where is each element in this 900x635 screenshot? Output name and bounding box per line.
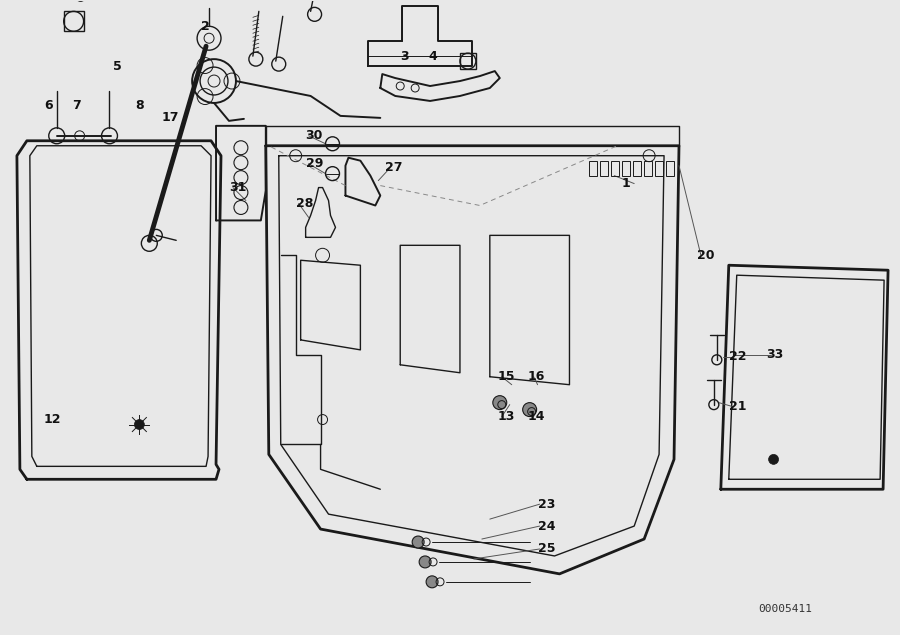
Text: 30: 30 [306,130,323,142]
Text: 17: 17 [161,111,179,124]
Text: 6: 6 [44,100,52,112]
Text: 13: 13 [498,410,515,423]
Bar [655,161,663,176]
Circle shape [419,556,431,568]
Text: 21: 21 [729,400,746,413]
Text: 25: 25 [537,542,555,556]
Bar [644,161,652,176]
Text: 22: 22 [729,351,746,363]
Text: 23: 23 [537,498,555,511]
Circle shape [769,455,778,464]
Text: 5: 5 [113,60,122,72]
Bar [634,161,641,176]
Text: 4: 4 [428,50,436,63]
Text: 33: 33 [767,349,784,361]
Text: 3: 3 [400,50,409,63]
Bar [611,161,619,176]
Circle shape [523,403,536,417]
Text: 1: 1 [621,177,630,190]
Circle shape [134,420,144,429]
Bar [666,161,674,176]
Bar [64,11,84,31]
Text: 2: 2 [201,20,210,33]
Circle shape [493,396,507,410]
Bar [622,161,630,176]
Bar [600,161,608,176]
Circle shape [412,536,424,548]
Text: 15: 15 [498,370,516,384]
Text: 31: 31 [229,181,247,194]
Text: 16: 16 [527,370,545,384]
Text: 12: 12 [44,413,61,426]
Text: 7: 7 [72,100,80,112]
Circle shape [426,576,438,588]
Text: 14: 14 [527,410,545,423]
Text: 8: 8 [135,100,144,112]
Text: 20: 20 [697,249,715,262]
Text: 28: 28 [296,197,313,210]
Text: 27: 27 [385,161,403,174]
Bar [460,53,476,69]
Text: 29: 29 [306,157,323,170]
Text: 00005411: 00005411 [759,604,813,613]
Bar [590,161,598,176]
Text: 24: 24 [537,519,555,533]
